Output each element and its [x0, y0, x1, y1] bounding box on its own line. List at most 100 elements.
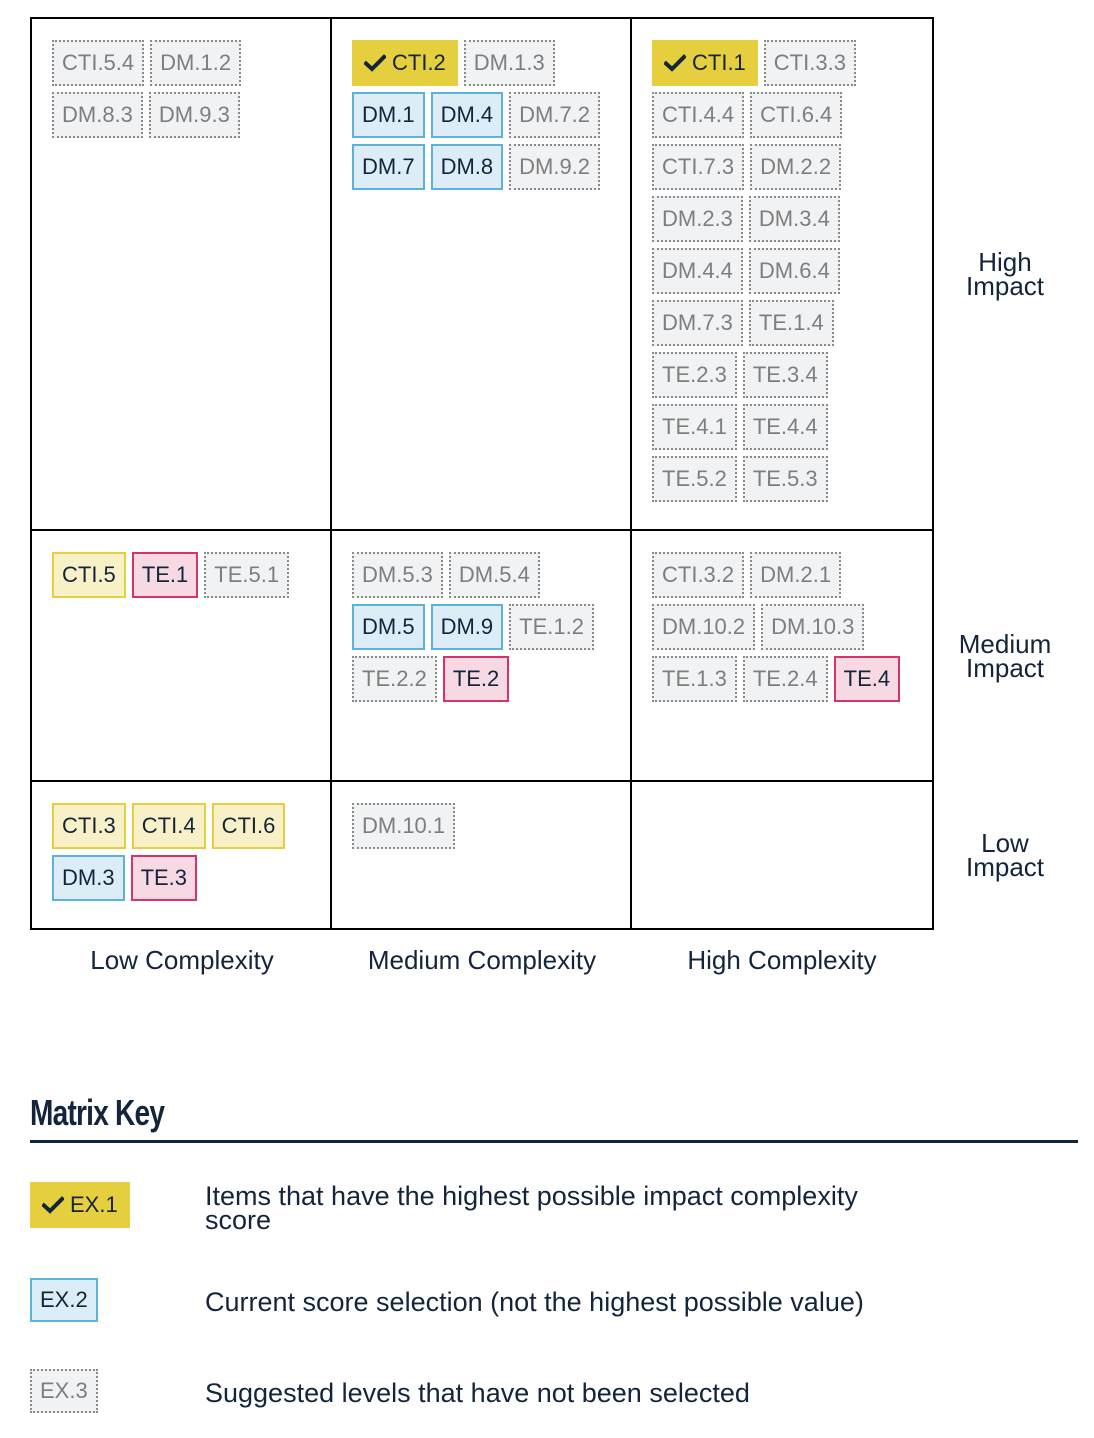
practice-tag-label: DM.4.4: [662, 258, 733, 283]
practice-tag[interactable]: TE.4.1: [652, 404, 737, 450]
practice-tag[interactable]: CTI.3: [52, 803, 126, 849]
practice-tag-label: CTI.5: [62, 562, 116, 587]
practice-tag[interactable]: DM.7.2: [509, 92, 601, 138]
practice-tag[interactable]: DM.10.1: [352, 803, 456, 849]
practice-tag-label: CTI.4.4: [662, 102, 735, 127]
practice-tag[interactable]: CTI.6: [211, 803, 286, 849]
practice-tag-label: DM.6.4: [758, 258, 830, 283]
practice-tag[interactable]: TE.2.2: [352, 656, 437, 702]
practice-tag[interactable]: TE.5.2: [652, 456, 737, 502]
practice-tag[interactable]: TE.2.3: [652, 352, 737, 398]
practice-tag[interactable]: TE.1.4: [748, 300, 834, 346]
practice-tag[interactable]: DM.4.4: [652, 248, 743, 294]
practice-tag[interactable]: TE.4.4: [742, 404, 828, 450]
key-description: Current score selection (not the highest…: [205, 1287, 864, 1317]
practice-tag-label: TE.3.4: [752, 362, 818, 387]
practice-tag[interactable]: TE.5.3: [742, 456, 828, 502]
row-label-high-impact: High Impact: [934, 247, 1076, 301]
practice-tag[interactable]: TE.2: [442, 656, 510, 702]
key-tag-label: EX.1: [70, 1192, 118, 1217]
practice-tag[interactable]: DM.4: [430, 92, 504, 138]
practice-tag[interactable]: DM.7.3: [652, 300, 743, 346]
practice-tag-label: TE.4: [843, 666, 891, 691]
practice-tag[interactable]: CTI.6.4: [750, 92, 843, 138]
practice-tag[interactable]: DM.8.3: [52, 92, 143, 138]
practice-tag-label: DM.8.3: [62, 102, 133, 127]
practice-tag[interactable]: TE.2.4: [742, 656, 828, 702]
practice-tag-label: DM.9: [440, 614, 494, 639]
row-label-line: Impact: [965, 271, 1045, 301]
practice-tag-label: CTI.3.3: [773, 50, 846, 75]
matrix-cell-high-impact-low-complexity: CTI.5.4 DM.1.2 DM.8.3 DM.9.3: [32, 19, 332, 531]
practice-tag[interactable]: DM.5: [352, 604, 425, 650]
practice-tag[interactable]: DM.6.4: [748, 248, 840, 294]
practice-tag[interactable]: DM.1: [352, 92, 425, 138]
practice-tag[interactable]: TE.5.1: [204, 552, 290, 598]
practice-tag[interactable]: CTI.5: [52, 552, 126, 598]
practice-tag[interactable]: CTI.4.4: [652, 92, 745, 138]
practice-tag[interactable]: TE.1.3: [652, 656, 737, 702]
practice-tag-label: DM.9.2: [519, 154, 591, 179]
practice-tag-label: DM.1.3: [473, 50, 545, 75]
row-label-medium-impact: Medium Impact: [934, 631, 1076, 681]
practice-tag-label: TE.5.2: [662, 466, 727, 491]
practice-tag-label: TE.4.1: [662, 414, 727, 439]
practice-tag[interactable]: TE.4: [833, 656, 901, 702]
practice-tag[interactable]: CTI.1: [652, 40, 758, 86]
practice-tag[interactable]: DM.5.3: [352, 552, 443, 598]
practice-tag[interactable]: DM.8: [430, 144, 504, 190]
practice-tag-label: DM.3.4: [758, 206, 830, 231]
practice-tag[interactable]: DM.2.1: [750, 552, 842, 598]
column-label-medium-complexity: Medium Complexity: [367, 945, 597, 975]
key-tag-ex2: EX.2: [30, 1278, 98, 1322]
row-label-line: High: [978, 247, 1032, 277]
practice-tag[interactable]: CTI.4: [131, 803, 206, 849]
matrix-cell-medium-impact-medium-complexity: DM.5.3 DM.5.4 DM.5 DM.9 TE.1.2 TE.2.2 TE.2: [332, 531, 632, 782]
practice-tag[interactable]: CTI.2: [352, 40, 458, 86]
practice-tag[interactable]: DM.2.2: [750, 144, 842, 190]
practice-tag-label: TE.1.3: [662, 666, 727, 691]
matrix-cell-high-impact-medium-complexity: CTI.2 DM.1.3 DM.1 DM.4 DM.7.2 DM.7 DM.8 DM.9.2: [332, 19, 632, 531]
row-label-line: Low: [981, 828, 1029, 858]
practice-tag[interactable]: DM.3: [52, 855, 125, 901]
practice-tag[interactable]: TE.1: [131, 552, 199, 598]
practice-tag[interactable]: CTI.3.3: [763, 40, 856, 86]
practice-tag[interactable]: DM.10.3: [761, 604, 865, 650]
practice-tag[interactable]: DM.3.4: [748, 196, 840, 242]
practice-tag[interactable]: DM.10.2: [652, 604, 756, 650]
practice-tag-label: DM.5: [362, 614, 415, 639]
practice-tag[interactable]: DM.1.2: [150, 40, 242, 86]
practice-tag-label: CTI.3: [62, 813, 116, 838]
practice-tag[interactable]: TE.3.4: [742, 352, 828, 398]
practice-tag[interactable]: DM.9: [430, 604, 504, 650]
practice-tag-label: DM.10.3: [771, 614, 855, 639]
practice-tag[interactable]: TE.1.2: [509, 604, 594, 650]
practice-tag-label: DM.1: [362, 102, 415, 127]
practice-tag-label: CTI.6.4: [760, 102, 833, 127]
practice-tag[interactable]: DM.1.3: [463, 40, 555, 86]
practice-tag-label: DM.10.1: [362, 813, 446, 838]
matrix-cell-medium-impact-high-complexity: CTI.3.2 DM.2.1 DM.10.2 DM.10.3 TE.1.3 TE.2.4 T…: [632, 531, 932, 782]
practice-tag-label: CTI.4: [141, 813, 196, 838]
practice-tag-label: DM.1.2: [160, 50, 232, 75]
practice-tag[interactable]: DM.2.3: [652, 196, 743, 242]
row-label-low-impact: Low Impact: [934, 828, 1076, 880]
practice-tag-label: TE.3: [140, 865, 188, 890]
practice-tag[interactable]: CTI.3.2: [652, 552, 745, 598]
practice-tag-label: DM.7: [362, 154, 415, 179]
practice-tag[interactable]: DM.9.2: [509, 144, 601, 190]
practice-tag[interactable]: DM.5.4: [448, 552, 540, 598]
practice-tag[interactable]: DM.7: [352, 144, 425, 190]
practice-tag-label: TE.2: [452, 666, 500, 691]
practice-tag[interactable]: TE.3: [130, 855, 198, 901]
practice-tag-label: DM.9.3: [158, 102, 230, 127]
matrix-cell-high-impact-high-complexity: CTI.1 CTI.3.3 CTI.4.4 CTI.6.4 CTI.7.3 DM.2.2 D…: [632, 19, 932, 531]
practice-tag[interactable]: DM.9.3: [148, 92, 240, 138]
practice-tag-label: DM.4: [440, 102, 494, 127]
practice-tag-label: CTI.6: [221, 813, 276, 838]
matrix-cell-low-impact-low-complexity: CTI.3 CTI.4 CTI.6 DM.3 TE.3: [32, 782, 332, 928]
key-description: Items that have the highest possible imp…: [205, 1181, 858, 1235]
practice-tag[interactable]: CTI.7.3: [652, 144, 745, 190]
practice-tag[interactable]: CTI.5.4: [52, 40, 145, 86]
practice-tag-label: DM.8: [440, 154, 494, 179]
